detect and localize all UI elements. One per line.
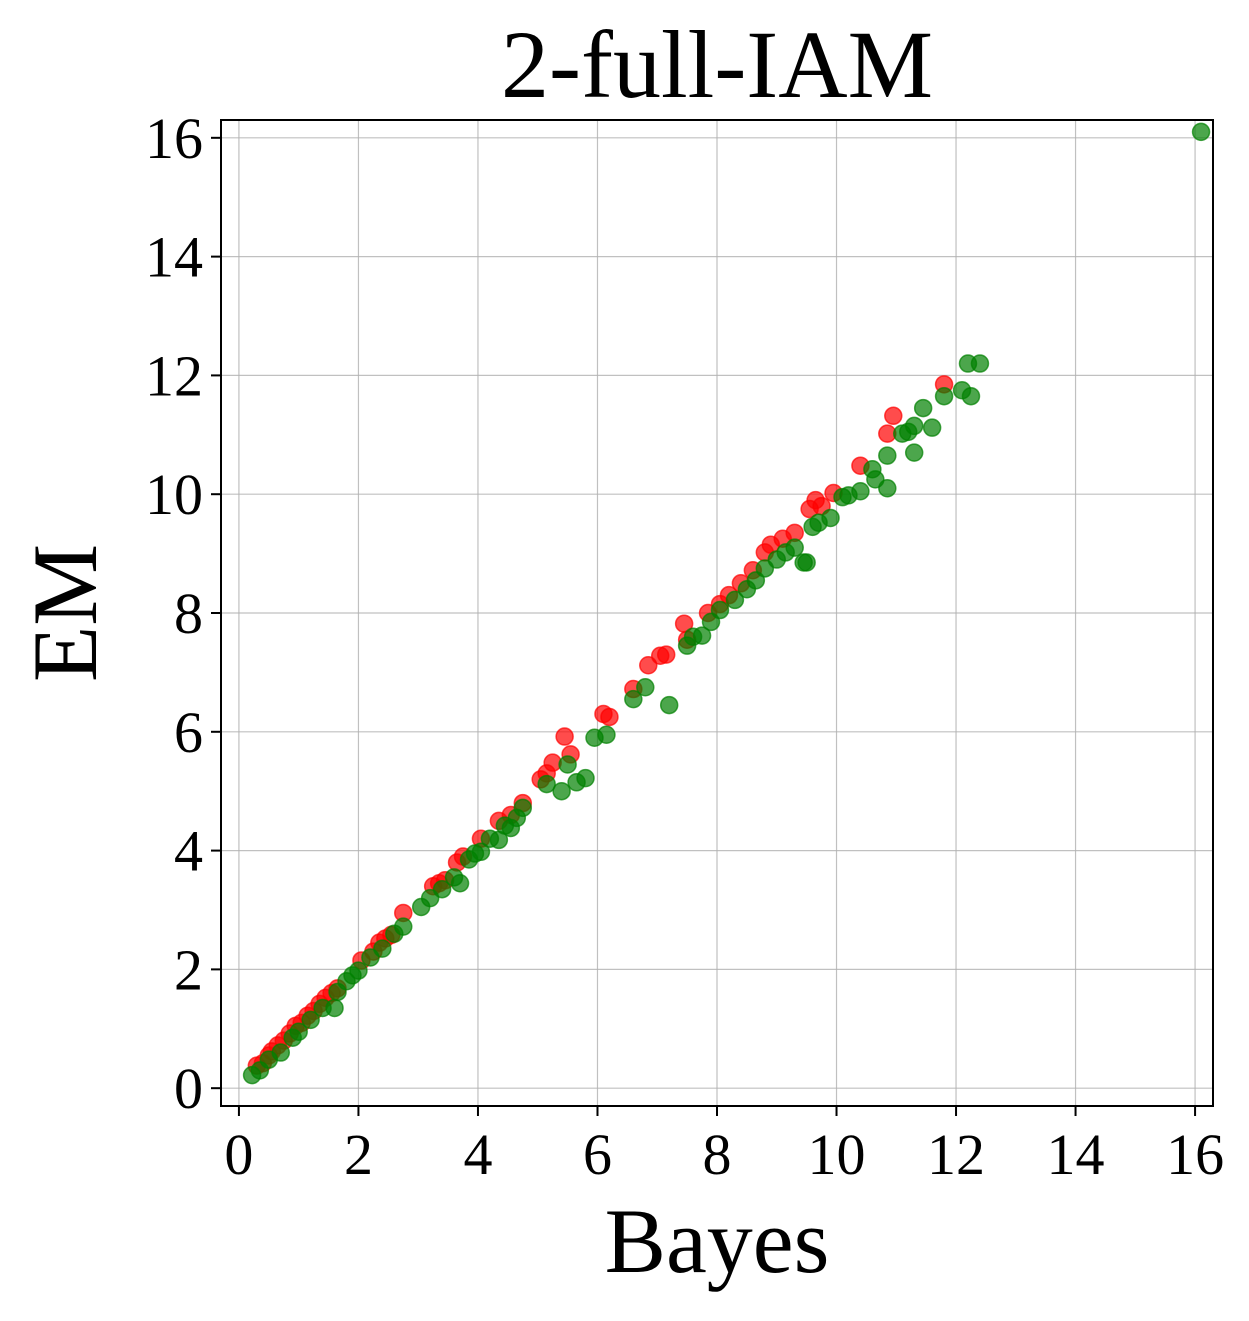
green-data-point: [922, 418, 942, 437]
green-data-point: [552, 781, 571, 801]
chart-title: 2-full-IAM: [501, 11, 933, 118]
green-data-point: [373, 939, 392, 958]
green-data-point: [537, 774, 556, 794]
green-data-point: [289, 1022, 308, 1042]
green-data-point: [904, 443, 924, 462]
green-data-point: [394, 917, 413, 936]
x-tick-label: 4: [463, 1122, 492, 1187]
red-data-point: [555, 727, 574, 746]
green-data-point: [851, 481, 870, 501]
green-data-point: [710, 600, 730, 620]
y-tick-label: 12: [145, 343, 203, 408]
x-tick-label: 10: [808, 1122, 866, 1187]
green-data-point: [432, 879, 452, 899]
x-axis-ticks: 0 2 4 6 8 10 12 14 16: [224, 1106, 1224, 1187]
x-tick-label: 6: [583, 1122, 612, 1187]
red-data-point: [639, 656, 658, 675]
green-data-point: [659, 695, 679, 715]
x-tick-label: 2: [344, 1122, 373, 1187]
x-tick-label: 12: [927, 1122, 985, 1187]
red-data-point: [656, 645, 676, 664]
green-data-point: [961, 386, 981, 406]
data-points: [242, 122, 1211, 1085]
green-data-point: [271, 1043, 291, 1062]
x-axis-label: Bayes: [605, 1190, 830, 1292]
y-axis-ticks: 0 2 4 6 8 10 12 14 16: [145, 106, 221, 1121]
green-data-point: [450, 874, 470, 893]
y-tick-label: 16: [145, 106, 203, 171]
green-data-point: [913, 398, 933, 418]
green-data-point: [513, 798, 533, 818]
green-data-point: [692, 626, 712, 645]
green-data-point: [878, 479, 897, 498]
green-data-point: [878, 446, 897, 465]
y-tick-label: 6: [174, 700, 203, 765]
red-data-point: [884, 406, 903, 426]
green-data-point: [301, 1010, 320, 1030]
y-tick-label: 10: [145, 462, 203, 527]
green-data-point: [636, 677, 655, 697]
green-data-point: [797, 553, 816, 572]
x-tick-label: 16: [1166, 1122, 1224, 1187]
green-data-point: [558, 755, 577, 774]
x-tick-label: 0: [224, 1122, 253, 1187]
y-tick-label: 0: [174, 1056, 203, 1121]
y-tick-label: 4: [174, 819, 203, 884]
y-tick-label: 14: [145, 225, 203, 290]
green-data-point: [624, 689, 643, 709]
green-data-point: [904, 416, 924, 436]
green-data-point: [970, 354, 990, 373]
y-axis-label: EM: [14, 544, 116, 682]
green-data-point: [597, 725, 616, 745]
green-data-point: [934, 386, 954, 406]
x-tick-label: 14: [1047, 1122, 1105, 1187]
green-data-point: [325, 998, 344, 1018]
green-data-point: [725, 590, 745, 610]
green-data-point: [1191, 122, 1211, 142]
y-tick-label: 2: [174, 937, 203, 1002]
green-data-point: [349, 961, 368, 980]
green-data-point: [471, 842, 491, 862]
red-data-point: [600, 707, 619, 727]
x-tick-label: 8: [703, 1122, 732, 1187]
green-data-point: [576, 768, 595, 788]
y-tick-label: 8: [174, 581, 203, 646]
green-data-point: [821, 508, 840, 528]
green-data-point: [785, 538, 804, 557]
